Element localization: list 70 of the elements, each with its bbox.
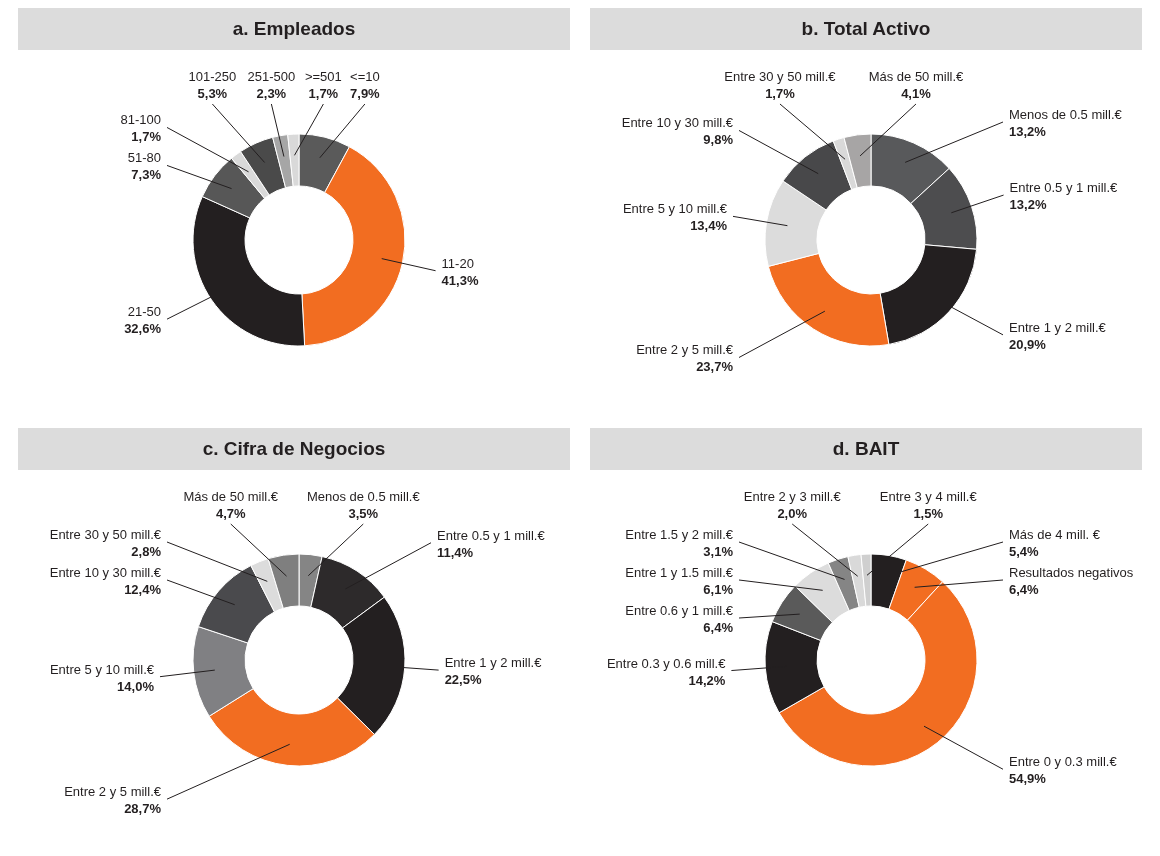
data-label: 2,0% xyxy=(777,506,808,521)
data-label: 1,7% xyxy=(308,86,339,101)
slice-label: Entre 2 y 3 mill.€ xyxy=(743,489,842,504)
slice-label: Menos de 0.5 mill.€ xyxy=(306,489,421,504)
data-label: 13,2% xyxy=(1009,124,1047,139)
slice-label: Entre 1 y 1.5 mill.€ xyxy=(625,565,734,580)
data-label: 13,4% xyxy=(690,218,728,234)
slice-label: Entre 0 y 0.3 mill.€ xyxy=(1009,754,1118,770)
slice-label: Entre 2 y 5 mill.€ xyxy=(636,342,734,358)
slice-label: Entre 5 y 10 mill.€ xyxy=(49,661,155,677)
slice-label: Entre 0.6 y 1 mill.€ xyxy=(625,603,734,618)
slice-label: Más de 50 mill.€ xyxy=(183,489,279,504)
data-label: 14,2% xyxy=(688,672,726,688)
data-label: 9,8% xyxy=(703,132,734,148)
slice-label: Entre 30 y 50 mill.€ xyxy=(49,527,162,542)
data-label: 3,5% xyxy=(348,506,379,521)
slice-label: Más de 4 mill. € xyxy=(1009,527,1101,542)
data-label: 5,3% xyxy=(197,86,228,101)
slice-label: Entre 5 y 10 mill.€ xyxy=(622,201,728,217)
data-label: 12,4% xyxy=(124,582,162,597)
slice-label: Entre 1 y 2 mill.€ xyxy=(444,655,543,671)
slice-label: Entre 30 y 50 mill.€ xyxy=(724,69,837,84)
data-label: 1,7% xyxy=(765,86,796,101)
slice-label: Entre 0.3 y 0.6 mill.€ xyxy=(606,655,727,671)
slice-label: 101-250 xyxy=(188,69,237,84)
data-label: 1,5% xyxy=(913,506,944,521)
data-label: 32,6% xyxy=(124,321,162,337)
data-label: 6,4% xyxy=(703,620,734,635)
slice-label: <=10 xyxy=(350,69,380,84)
slice-label: 11-20 xyxy=(441,255,474,271)
slice-label: Entre 1 y 2 mill.€ xyxy=(1009,319,1107,335)
slice-label: 21-50 xyxy=(127,304,161,320)
data-label: 7,9% xyxy=(350,86,381,101)
data-label: 23,7% xyxy=(696,359,734,375)
data-label: 13,2% xyxy=(1009,197,1047,213)
slice-label: 51-80 xyxy=(127,150,161,166)
data-label: 6,1% xyxy=(703,582,734,597)
data-label: 2,8% xyxy=(131,544,162,559)
data-label: 1,7% xyxy=(131,129,162,145)
data-label: 4,7% xyxy=(215,506,247,521)
chart-title: b. Total Activo xyxy=(590,8,1142,50)
chart-title: d. BAIT xyxy=(590,428,1142,470)
slice-label: Entre 10 y 30 mill.€ xyxy=(49,565,162,580)
data-label: 5,4% xyxy=(1009,544,1040,559)
data-label: 2,3% xyxy=(256,86,287,101)
data-label: 6,4% xyxy=(1009,582,1040,597)
slice-label: >=501 xyxy=(304,69,342,84)
slice-label: Entre 3 y 4 mill.€ xyxy=(879,489,978,504)
data-label: 4,1% xyxy=(901,86,932,101)
data-label: 20,9% xyxy=(1009,336,1047,352)
data-label: 22,5% xyxy=(444,672,482,688)
data-label: 54,9% xyxy=(1009,771,1047,787)
chart-title: c. Cifra de Negocios xyxy=(18,428,570,470)
slice-label: Entre 10 y 30 mill.€ xyxy=(621,115,734,131)
slice-label: Resultados negativos xyxy=(1009,565,1134,580)
data-label: 11,4% xyxy=(437,544,474,560)
slice-label: Entre 1.5 y 2 mill.€ xyxy=(625,527,734,542)
chart-title: a. Empleados xyxy=(18,8,570,50)
slice-label: Menos de 0.5 mill.€ xyxy=(1009,107,1123,122)
data-label: 14,0% xyxy=(117,678,155,694)
slice-label: 251-500 xyxy=(247,69,296,84)
data-label: 28,7% xyxy=(124,801,162,817)
slice-label: 81-100 xyxy=(120,112,161,128)
slice-label: Más de 50 mill.€ xyxy=(868,69,965,84)
slice-label: Entre 0.5 y 1 mill.€ xyxy=(1009,180,1119,196)
data-label: 41,3% xyxy=(441,272,479,288)
slice-label: Entre 0.5 y 1 mill.€ xyxy=(437,527,546,543)
data-label: 3,1% xyxy=(703,544,734,559)
slice-label: Entre 2 y 5 mill.€ xyxy=(64,784,162,800)
data-label: 7,3% xyxy=(131,167,162,183)
